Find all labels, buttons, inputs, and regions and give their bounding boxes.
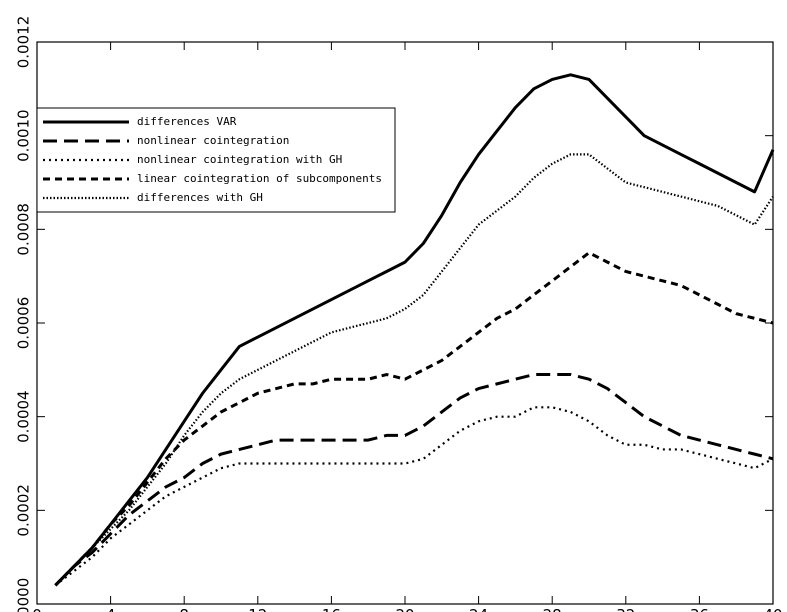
- x-tick-label: 0: [32, 606, 42, 612]
- x-tick-label: 40: [763, 606, 782, 612]
- x-tick-label: 20: [395, 606, 414, 612]
- series-line-4: [54, 251, 774, 587]
- legend: differences VAR nonlinear cointegration no…: [36, 107, 396, 213]
- legend-box: [36, 107, 396, 213]
- legend-label-5: differences with GH: [137, 191, 263, 204]
- x-tick-label: 16: [322, 606, 341, 612]
- series-layer: [54, 73, 775, 587]
- series-line-3: [54, 406, 774, 587]
- series-line-1: [54, 73, 775, 587]
- axis-ticks: 0 4 8 12 16 20 24 28 32 36 40 0.0000 0.0002 0.0004 0.0…: [15, 16, 783, 612]
- y-tick-label: 0.0010: [15, 109, 33, 162]
- series-line-2: [54, 373, 774, 587]
- legend-label-2: nonlinear cointegration: [137, 134, 289, 147]
- series-line-5: [54, 153, 774, 587]
- x-tick-label: 12: [248, 606, 267, 612]
- x-tick-label: 4: [106, 606, 116, 612]
- y-tick-label: 0.0002: [15, 484, 33, 537]
- y-tick-label: 0.0012: [15, 16, 33, 69]
- y-tick-label: 0.0008: [15, 203, 33, 256]
- x-tick-label: 24: [469, 606, 488, 612]
- legend-label-4: linear cointegration of subcomponents: [137, 172, 382, 185]
- x-tick-label: 36: [690, 606, 709, 612]
- y-tick-label: 0.0000: [15, 578, 33, 612]
- x-tick-label: 32: [616, 606, 635, 612]
- legend-label-3: nonlinear cointegration with GH: [137, 153, 342, 166]
- x-tick-label: 8: [179, 606, 189, 612]
- x-tick-label: 28: [543, 606, 562, 612]
- y-tick-label: 0.0004: [15, 390, 33, 443]
- legend-label-1: differences VAR: [137, 115, 237, 128]
- y-tick-label: 0.0006: [15, 297, 33, 350]
